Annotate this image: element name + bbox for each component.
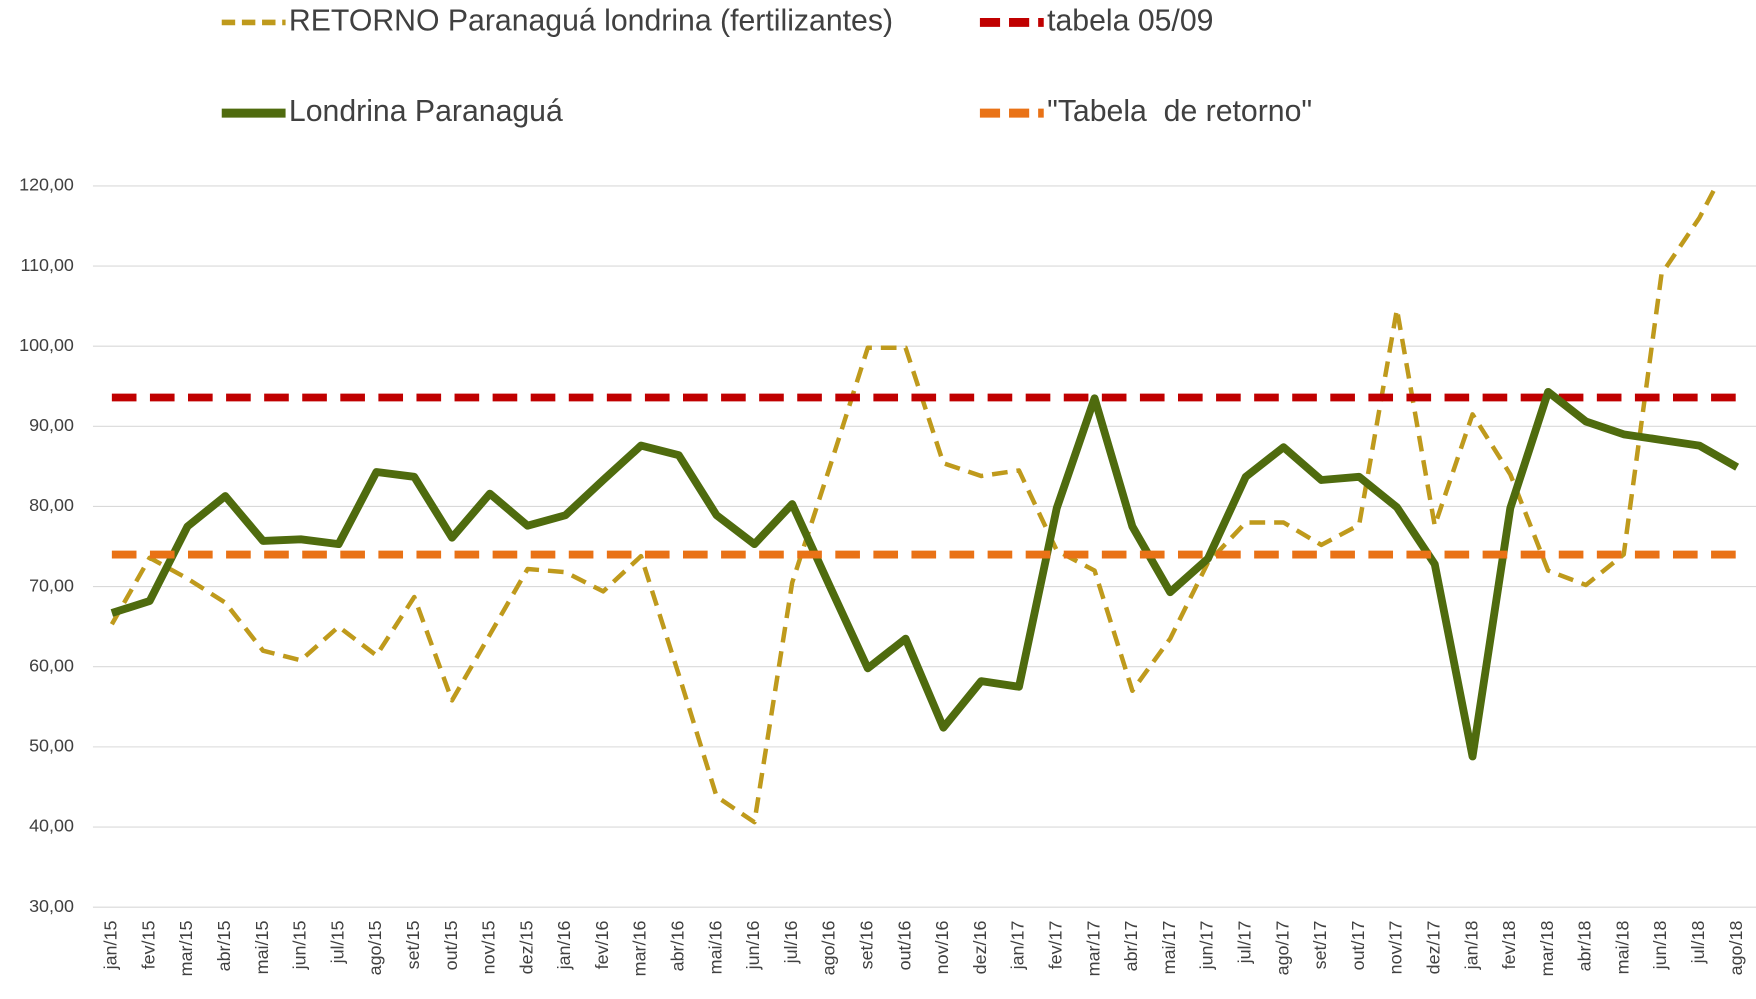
x-tick-label: jul/17 <box>1234 921 1254 965</box>
x-tick-label: jan/18 <box>1461 921 1481 971</box>
x-tick-label: jan/15 <box>101 921 121 971</box>
y-tick-label: 70,00 <box>29 575 74 595</box>
x-tick-label: abr/16 <box>668 921 688 972</box>
x-tick-label: ago/15 <box>365 921 385 976</box>
grid <box>92 185 1756 908</box>
legend-label: Londrina Paranaguá <box>289 95 563 128</box>
y-tick-label: 120,00 <box>19 175 74 195</box>
x-tick-label: jun/15 <box>290 921 310 971</box>
series-line <box>110 387 1740 761</box>
labels: 30,00 40,00 50,00 60,00 70,00 80,00 90,00 100,0… <box>19 4 1746 976</box>
x-tick-label: mai/15 <box>252 921 272 975</box>
y-tick-label: 100,00 <box>19 335 74 355</box>
x-tick-label: jul/15 <box>327 921 347 965</box>
x-tick-label: abr/17 <box>1121 921 1141 972</box>
x-tick-label: ago/16 <box>819 921 839 976</box>
x-tick-label: dez/16 <box>970 921 990 975</box>
series-line <box>109 185 1719 825</box>
x-tick-label: mar/17 <box>1083 921 1103 977</box>
x-tick-label: mar/16 <box>630 921 650 977</box>
y-tick-label: 80,00 <box>29 495 74 515</box>
y-tick-label: 30,00 <box>29 896 74 916</box>
y-tick-label: 40,00 <box>29 816 74 836</box>
x-tick-label: fev/15 <box>138 921 158 970</box>
x-tick-label: dez/15 <box>516 921 536 975</box>
x-tick-label: jan/16 <box>554 921 574 971</box>
x-tick-label: out/15 <box>441 921 461 971</box>
legend-label: RETORNO Paranaguá londrina (fertilizante… <box>289 4 893 37</box>
x-tick-label: fev/16 <box>592 921 612 970</box>
x-tick-label: jun/16 <box>743 921 763 971</box>
x-tick-label: set/15 <box>403 921 423 970</box>
x-tick-label: set/16 <box>857 921 877 970</box>
x-tick-label: jan/17 <box>1008 921 1028 971</box>
x-tick-label: dez/17 <box>1423 921 1443 975</box>
x-tick-label: abr/18 <box>1575 921 1595 972</box>
x-tick-label: abr/15 <box>214 921 234 972</box>
y-tick-label: 50,00 <box>29 736 74 756</box>
y-tick-label: 60,00 <box>29 655 74 675</box>
x-tick-label: ago/17 <box>1272 921 1292 976</box>
plot-area <box>109 185 1740 825</box>
y-tick-label: 110,00 <box>20 255 73 275</box>
x-tick-label: set/17 <box>1310 921 1330 970</box>
x-tick-label: nov/15 <box>479 921 499 975</box>
x-tick-label: fev/18 <box>1499 921 1519 970</box>
x-tick-label: mai/17 <box>1159 921 1179 975</box>
x-tick-label: nov/17 <box>1386 921 1406 975</box>
x-tick-label: mar/15 <box>176 921 196 977</box>
y-tick-label: 90,00 <box>29 415 74 435</box>
x-tick-label: jun/18 <box>1650 921 1670 971</box>
legend-label: tabela 05/09 <box>1047 4 1213 37</box>
x-tick-label: fev/17 <box>1045 921 1065 970</box>
x-tick-label: mar/18 <box>1537 921 1557 977</box>
x-tick-label: jul/16 <box>781 921 801 965</box>
x-tick-label: ago/18 <box>1726 921 1746 976</box>
x-tick-label: out/17 <box>1348 921 1368 971</box>
legend-label: "Tabela de retorno" <box>1047 95 1312 128</box>
x-tick-label: jun/17 <box>1197 921 1217 971</box>
x-tick-label: mai/16 <box>705 921 725 975</box>
x-tick-label: nov/16 <box>932 921 952 975</box>
x-tick-label: out/16 <box>894 921 914 971</box>
x-tick-label: mai/18 <box>1612 921 1632 975</box>
x-tick-label: jul/18 <box>1688 921 1708 965</box>
